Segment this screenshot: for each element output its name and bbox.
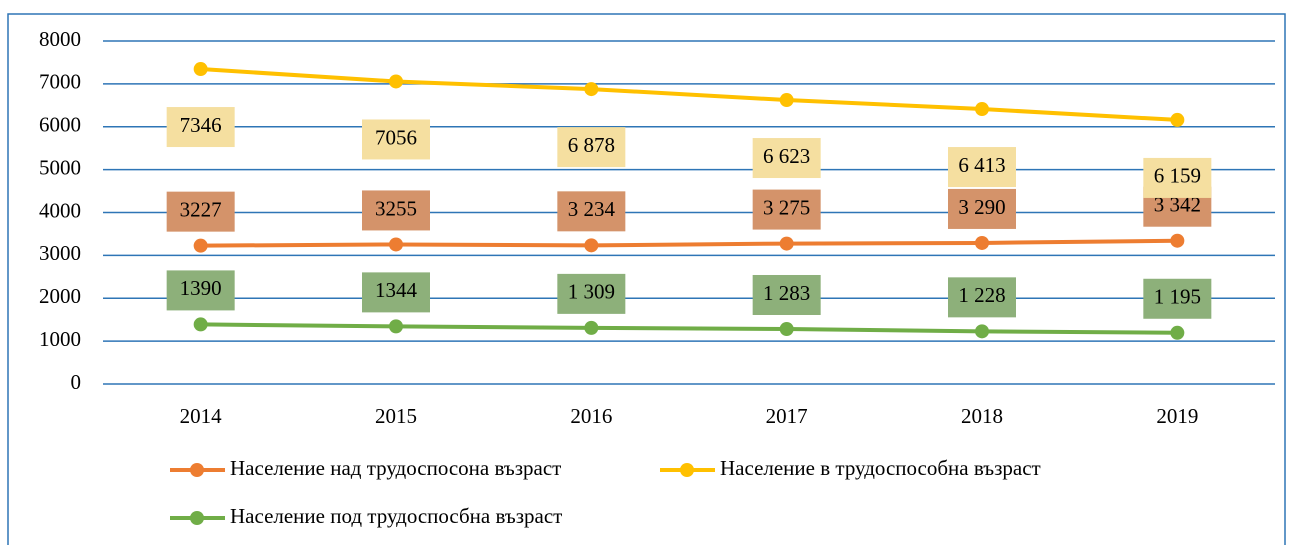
y-tick-label: 6000 bbox=[39, 113, 81, 137]
label-box bbox=[1143, 157, 1212, 198]
y-tick-label: 2000 bbox=[39, 284, 81, 308]
point bbox=[1170, 233, 1185, 248]
label-box bbox=[557, 191, 626, 232]
label-box bbox=[752, 189, 821, 230]
data-label: 3 290 bbox=[958, 195, 1005, 219]
data-label: 1 283 bbox=[763, 281, 810, 305]
label-box bbox=[948, 188, 1016, 229]
label-box bbox=[166, 270, 235, 311]
point bbox=[193, 238, 208, 253]
label-box bbox=[557, 127, 626, 168]
data-label: 7346 bbox=[180, 113, 222, 137]
data-label: 3 275 bbox=[763, 195, 810, 219]
data-label: 6 413 bbox=[958, 153, 1005, 177]
label-box bbox=[362, 272, 430, 313]
x-tick-label: 2016 bbox=[570, 404, 612, 428]
point bbox=[193, 317, 208, 332]
point bbox=[975, 102, 989, 117]
series-line bbox=[200, 238, 1178, 248]
legend-marker bbox=[680, 463, 694, 477]
data-label: 6 878 bbox=[568, 133, 615, 157]
data-label: 3227 bbox=[180, 197, 222, 221]
point bbox=[193, 62, 208, 77]
legend-marker bbox=[190, 463, 204, 477]
data-label: 1390 bbox=[180, 276, 222, 300]
y-tick-label: 1000 bbox=[39, 327, 81, 351]
y-tick-label: 0 bbox=[71, 370, 82, 394]
point bbox=[584, 82, 599, 97]
label-box bbox=[362, 190, 430, 231]
x-tick-label: 2014 bbox=[180, 404, 223, 428]
y-tick-label: 7000 bbox=[39, 70, 81, 94]
data-label: 1344 bbox=[375, 278, 418, 302]
series-line bbox=[200, 322, 1178, 335]
point bbox=[584, 320, 599, 335]
label-box bbox=[752, 138, 821, 179]
point bbox=[975, 324, 989, 339]
label-box bbox=[1143, 278, 1212, 319]
data-label: 3255 bbox=[375, 196, 417, 220]
label-box bbox=[948, 277, 1016, 318]
x-tick-label: 2018 bbox=[961, 404, 1003, 428]
data-label: 1 309 bbox=[568, 280, 615, 304]
legend-label: Население над трудоспосона възраст bbox=[230, 456, 561, 480]
y-tick-label: 5000 bbox=[39, 155, 81, 179]
y-tick-label: 8000 bbox=[39, 27, 81, 51]
label-box bbox=[752, 274, 821, 315]
legend-label: Население под трудоспосбна възраст bbox=[230, 504, 562, 528]
label-box bbox=[557, 273, 626, 314]
label-box bbox=[166, 191, 235, 232]
data-label: 1 195 bbox=[1154, 285, 1201, 309]
point bbox=[584, 238, 599, 253]
y-tick-label: 3000 bbox=[39, 241, 81, 265]
point bbox=[779, 236, 794, 251]
point bbox=[779, 93, 794, 108]
legend-marker bbox=[190, 511, 204, 525]
label-box bbox=[948, 147, 1016, 188]
x-tick-label: 2019 bbox=[1156, 404, 1198, 428]
label-box bbox=[166, 107, 235, 148]
legend-label: Население в трудоспособна възраст bbox=[720, 456, 1041, 480]
point bbox=[1170, 112, 1185, 127]
point bbox=[389, 319, 403, 334]
data-label: 6 159 bbox=[1154, 164, 1201, 188]
label-box bbox=[362, 119, 430, 160]
point bbox=[975, 235, 989, 250]
data-label: 7056 bbox=[375, 125, 417, 149]
x-tick-label: 2015 bbox=[375, 404, 417, 428]
data-label: 6 623 bbox=[763, 144, 810, 168]
data-label: 1 228 bbox=[958, 283, 1005, 307]
point bbox=[779, 321, 794, 336]
point bbox=[389, 237, 403, 252]
x-tick-label: 2017 bbox=[766, 404, 808, 428]
series-line bbox=[200, 67, 1178, 122]
data-label: 3 234 bbox=[568, 197, 616, 221]
y-tick-label: 4000 bbox=[39, 198, 81, 222]
point bbox=[1170, 325, 1185, 340]
point bbox=[389, 74, 403, 89]
